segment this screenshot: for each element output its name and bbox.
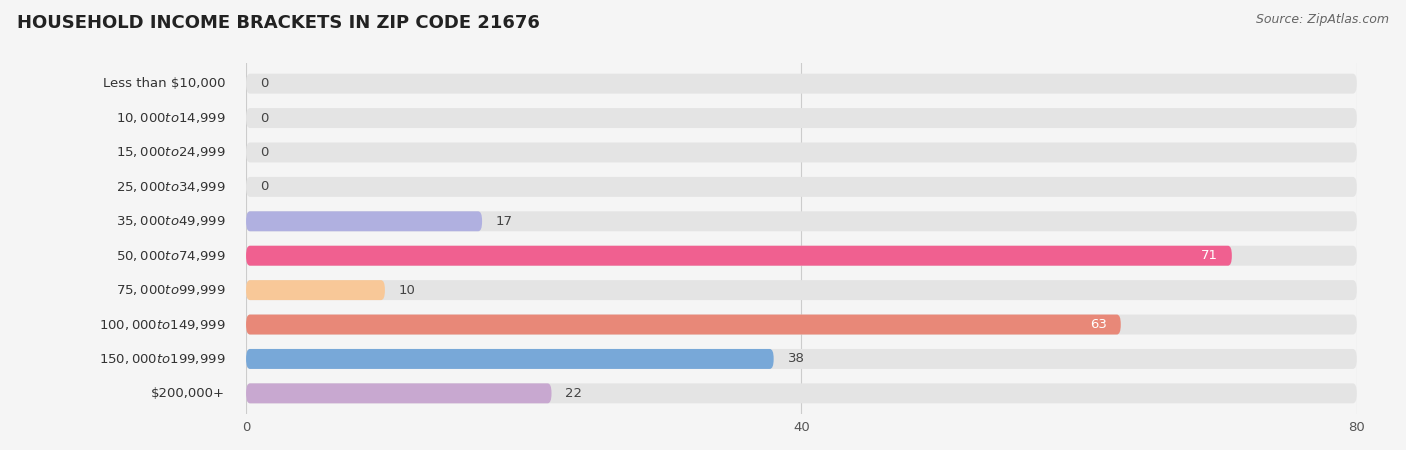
Text: 0: 0	[260, 112, 269, 125]
Text: 10: 10	[399, 284, 416, 297]
Text: 0: 0	[260, 180, 269, 194]
Text: $50,000 to $74,999: $50,000 to $74,999	[115, 249, 225, 263]
Text: 22: 22	[565, 387, 582, 400]
Text: $15,000 to $24,999: $15,000 to $24,999	[115, 145, 225, 159]
FancyBboxPatch shape	[246, 280, 385, 300]
Text: 38: 38	[787, 352, 804, 365]
FancyBboxPatch shape	[246, 383, 1357, 403]
FancyBboxPatch shape	[246, 349, 773, 369]
Text: Less than $10,000: Less than $10,000	[103, 77, 225, 90]
Text: $10,000 to $14,999: $10,000 to $14,999	[115, 111, 225, 125]
Text: $75,000 to $99,999: $75,000 to $99,999	[115, 283, 225, 297]
FancyBboxPatch shape	[246, 246, 1232, 266]
FancyBboxPatch shape	[246, 212, 1357, 231]
Text: 63: 63	[1090, 318, 1107, 331]
FancyBboxPatch shape	[246, 143, 1357, 162]
Text: $35,000 to $49,999: $35,000 to $49,999	[115, 214, 225, 228]
Text: 0: 0	[260, 77, 269, 90]
FancyBboxPatch shape	[246, 315, 1121, 334]
FancyBboxPatch shape	[246, 383, 551, 403]
FancyBboxPatch shape	[246, 280, 1357, 300]
Text: 17: 17	[496, 215, 513, 228]
Text: 0: 0	[260, 146, 269, 159]
Text: $200,000+: $200,000+	[152, 387, 225, 400]
Text: $100,000 to $149,999: $100,000 to $149,999	[98, 318, 225, 332]
FancyBboxPatch shape	[246, 246, 1357, 266]
FancyBboxPatch shape	[246, 349, 1357, 369]
Text: $25,000 to $34,999: $25,000 to $34,999	[115, 180, 225, 194]
FancyBboxPatch shape	[246, 74, 1357, 94]
Text: Source: ZipAtlas.com: Source: ZipAtlas.com	[1256, 14, 1389, 27]
Text: HOUSEHOLD INCOME BRACKETS IN ZIP CODE 21676: HOUSEHOLD INCOME BRACKETS IN ZIP CODE 21…	[17, 14, 540, 32]
FancyBboxPatch shape	[246, 108, 1357, 128]
Text: 71: 71	[1201, 249, 1218, 262]
FancyBboxPatch shape	[246, 315, 1357, 334]
Text: $150,000 to $199,999: $150,000 to $199,999	[98, 352, 225, 366]
FancyBboxPatch shape	[246, 177, 1357, 197]
FancyBboxPatch shape	[246, 212, 482, 231]
